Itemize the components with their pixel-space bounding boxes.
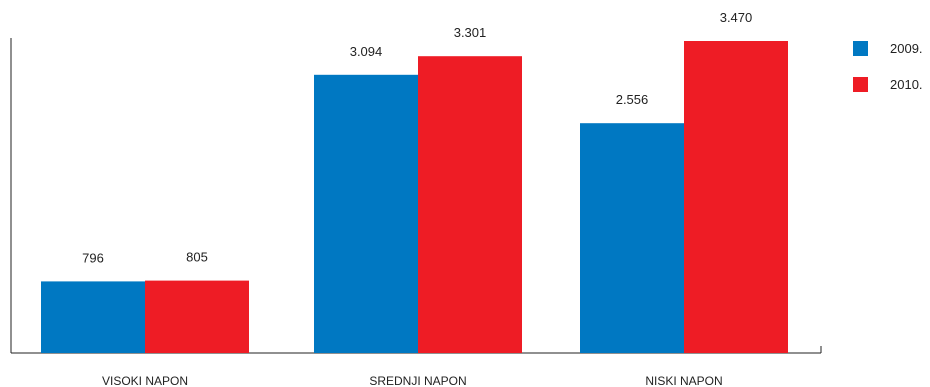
legend-label-0: 2009. bbox=[890, 41, 923, 56]
legend-swatch-0 bbox=[853, 41, 868, 56]
value-labels-group: 796 805 3.094 3.301 2.556 3.470 bbox=[82, 10, 752, 265]
category-label-1: SREDNJI NAPON bbox=[369, 374, 466, 387]
legend: 2009. 2010. bbox=[853, 41, 923, 92]
category-labels-group: VISOKI NAPON SREDNJI NAPON NISKI NAPON bbox=[102, 374, 723, 387]
bar-0-1 bbox=[314, 74, 418, 354]
value-label-0-2: 2.556 bbox=[616, 92, 649, 107]
bar-1-2 bbox=[684, 41, 788, 353]
bar-1-1 bbox=[418, 56, 522, 353]
value-label-1-1: 3.301 bbox=[454, 25, 487, 40]
value-label-0-0: 796 bbox=[82, 250, 104, 265]
value-label-1-2: 3.470 bbox=[720, 10, 753, 25]
legend-label-1: 2010. bbox=[890, 77, 923, 92]
legend-swatch-1 bbox=[853, 77, 868, 92]
value-label-1-0: 805 bbox=[186, 250, 208, 265]
value-label-0-1: 3.094 bbox=[350, 44, 383, 59]
category-label-0: VISOKI NAPON bbox=[102, 374, 188, 387]
bars-group bbox=[41, 41, 788, 354]
bar-1-0 bbox=[145, 280, 249, 353]
bar-0-0 bbox=[41, 281, 145, 353]
bar-0-2 bbox=[580, 123, 684, 353]
category-label-2: NISKI NAPON bbox=[645, 374, 722, 387]
